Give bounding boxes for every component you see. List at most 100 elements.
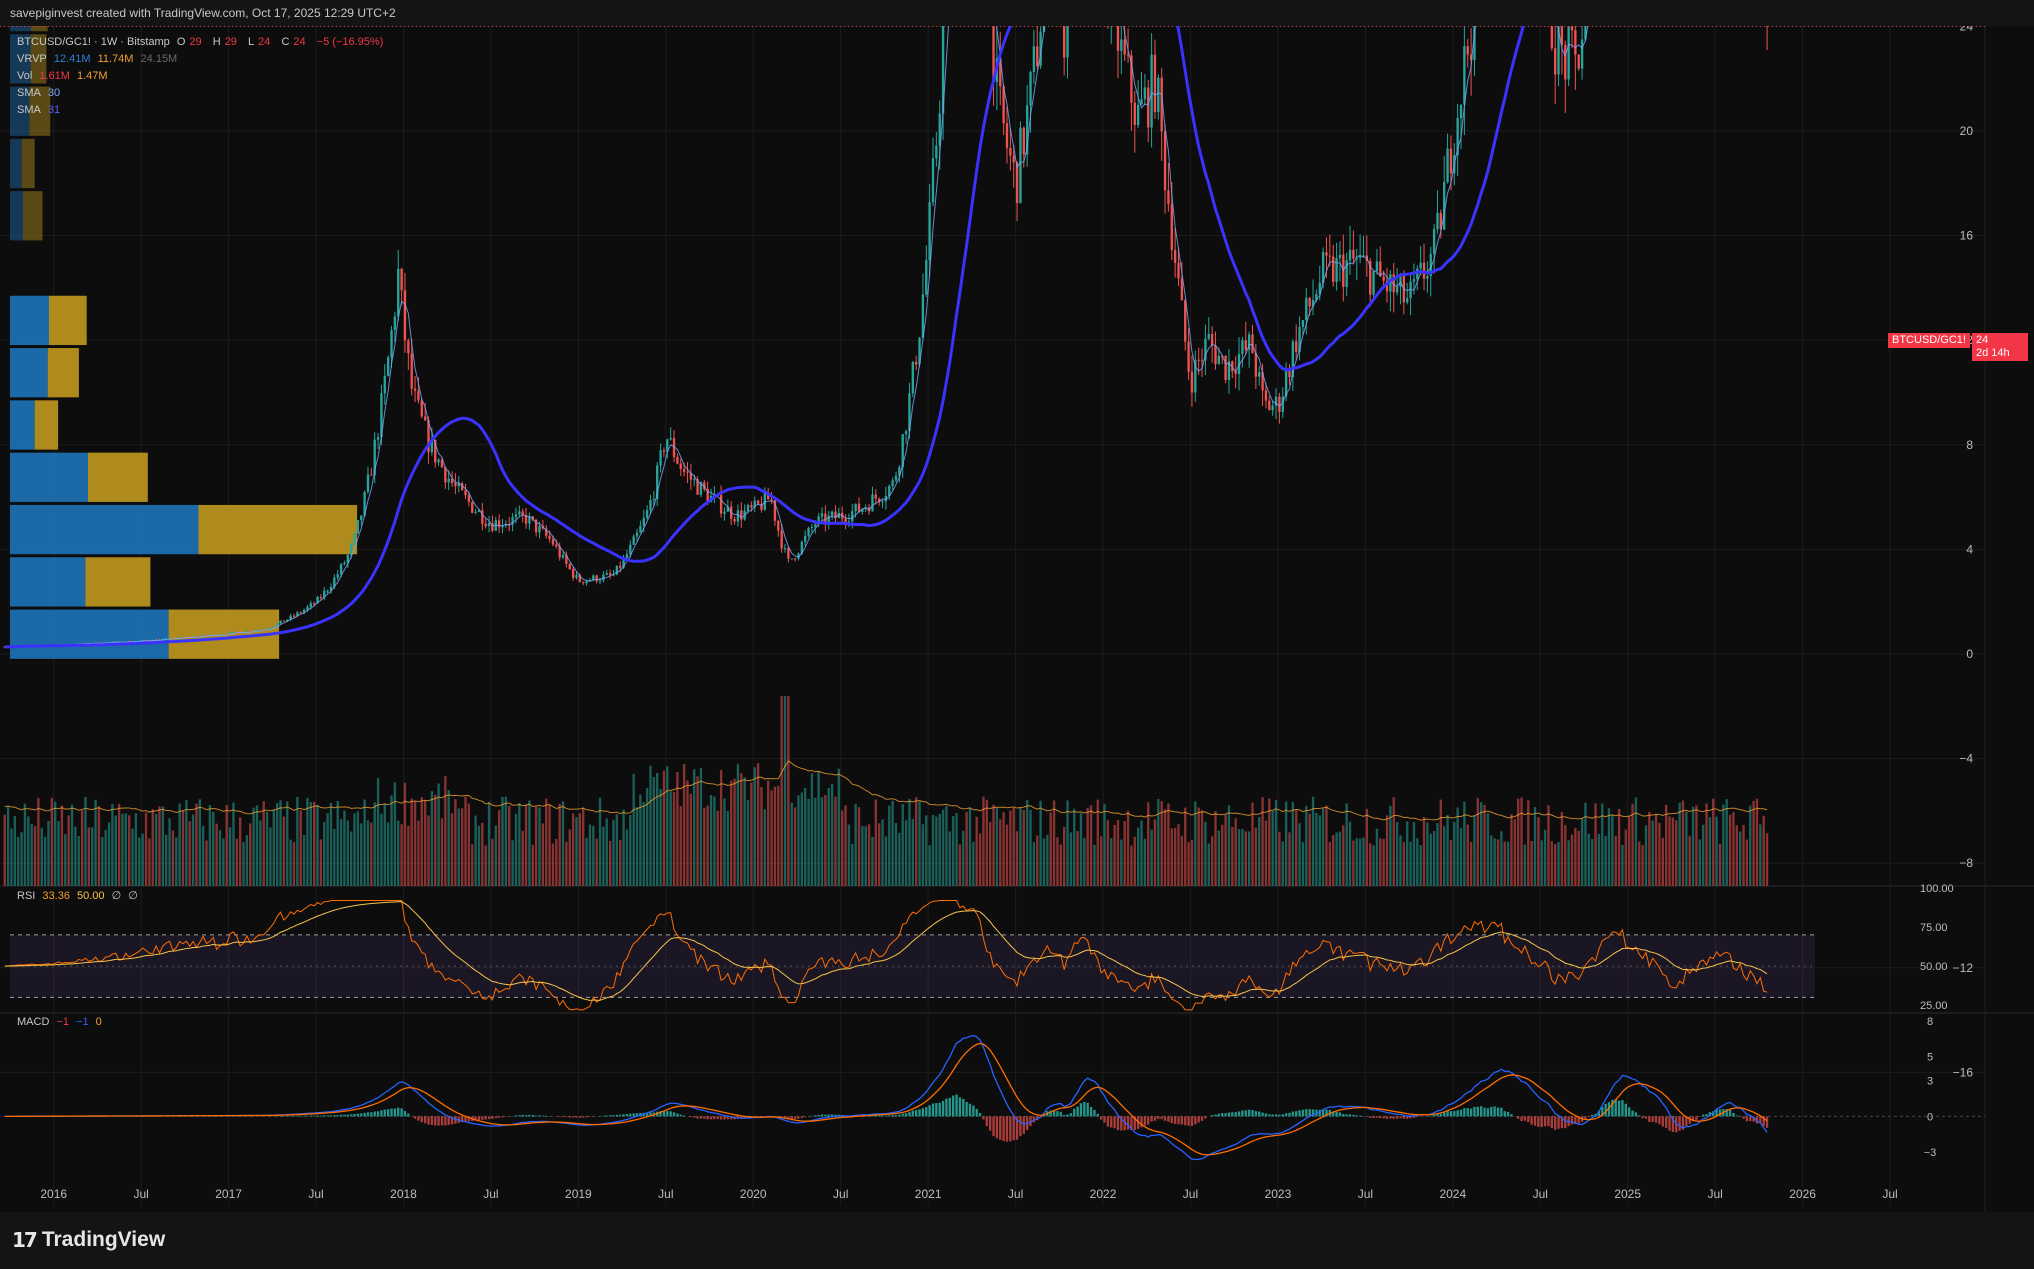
volume-bar: [1476, 798, 1480, 886]
volume-bar: [1059, 844, 1062, 886]
vrvp-up-bar: [10, 295, 49, 346]
candle-body: [373, 439, 376, 476]
volume-bar: [1668, 816, 1671, 886]
candle-body: [777, 520, 780, 531]
volume-bar: [1759, 824, 1762, 886]
top-bar: savepiginvest created with TradingView.c…: [0, 0, 2034, 27]
volume-bar: [723, 798, 726, 886]
symbol-label: BTCUSD/GC1! · 1W · Bitstamp: [17, 36, 170, 48]
volume-bar: [841, 810, 844, 886]
volume-bar: [33, 826, 37, 886]
volume-bar: [1126, 810, 1130, 886]
tradingview-logo[interactable]: 17 TradingView: [12, 1228, 165, 1252]
macd-hist-bar: [397, 1107, 400, 1117]
macd-hist-bar: [1268, 1114, 1271, 1117]
macd-hist-bar: [945, 1098, 948, 1117]
volume-bar: [571, 813, 575, 886]
candle-body: [538, 526, 541, 533]
candle-body: [175, 638, 178, 640]
volume-bar: [101, 837, 104, 886]
volume-bar: [888, 805, 891, 886]
volume-bar: [1046, 834, 1049, 886]
vrvp-up-bar: [10, 609, 169, 659]
candle-body: [561, 554, 565, 558]
macd-hist-bar: [662, 1111, 666, 1117]
macd-hist-bar: [941, 1100, 945, 1117]
vrvp-up-bar: [10, 86, 30, 136]
candle-body: [1036, 46, 1039, 67]
volume-bar: [1607, 808, 1611, 886]
sma2-legend[interactable]: SMA 31: [17, 102, 387, 119]
candle-body: [1150, 54, 1153, 128]
candle-body: [487, 523, 491, 527]
volume-bar: [437, 783, 440, 886]
macd-hist-bar: [1533, 1116, 1537, 1126]
vrvp-up-bar: [10, 504, 199, 555]
close-label: C: [281, 36, 290, 48]
macd-legend[interactable]: MACD −1 −1 0: [17, 1014, 106, 1031]
volume-bar: [316, 804, 319, 886]
symbol-line[interactable]: BTCUSD/GC1! · 1W · Bitstamp O 29 H 29 L 24 …: [17, 34, 387, 51]
macd-hist-bar: [1073, 1108, 1076, 1117]
volume-bar: [1086, 807, 1089, 886]
volume-bar: [235, 838, 238, 886]
macd-hist-bar: [797, 1116, 800, 1119]
volume-bar: [602, 826, 605, 886]
open-label: O: [176, 36, 186, 48]
macd-hist-bar: [820, 1114, 824, 1117]
macd-hist-bar: [1749, 1116, 1752, 1122]
volume-bar: [1015, 831, 1019, 886]
macd-hist-bar: [447, 1116, 450, 1125]
candle-body: [1197, 359, 1200, 361]
volume-bar: [884, 836, 888, 886]
volume-bar: [1056, 837, 1059, 886]
macd-hist-bar: [477, 1116, 481, 1121]
volume-bar: [1291, 801, 1295, 886]
chart-canvas[interactable]: 444036322824201612840−4−8−12−1625.0050.0…: [0, 26, 2034, 1212]
volume-bar: [373, 802, 376, 886]
candle-body: [1281, 396, 1284, 412]
volume-bar: [797, 795, 800, 886]
macd-hist-bar: [1473, 1106, 1476, 1117]
volume-bar: [1369, 843, 1372, 886]
volume-bar: [1728, 814, 1732, 886]
volume-bar: [743, 777, 746, 886]
volume-bar: [1712, 798, 1715, 886]
vol-legend[interactable]: Vol 1.61M 1.47M: [17, 68, 387, 85]
candle-body: [925, 260, 928, 295]
macd-hist-bar: [1718, 1109, 1722, 1117]
vrvp-legend[interactable]: VRVP 12.41M 11.74M 24.15M: [17, 51, 387, 68]
macd-hist-bar: [1106, 1116, 1110, 1127]
volume-bar: [881, 819, 884, 886]
candle-body: [370, 474, 373, 476]
x-tick-label: 2020: [740, 1187, 767, 1201]
vrvp-up-bar: [10, 26, 31, 32]
volume-bar: [175, 837, 178, 886]
macd-hist-bar: [975, 1108, 978, 1117]
macd-hist-bar: [363, 1112, 366, 1117]
volume-bar: [497, 810, 501, 886]
signal-value: −1: [76, 1016, 89, 1028]
volume-bar: [642, 802, 645, 886]
sma1-legend[interactable]: SMA 30: [17, 85, 387, 102]
candle-body: [1268, 400, 1271, 411]
volume-bar: [1574, 827, 1577, 886]
volume-bar: [1510, 814, 1513, 886]
sma-fast-line: [4, 26, 1589, 648]
macd-hist-bar: [1056, 1111, 1059, 1117]
candle-body: [420, 400, 423, 417]
volume-bar: [558, 803, 561, 886]
rsi-legend[interactable]: RSI 33.36 50.00 ∅ ∅: [17, 888, 142, 905]
candle-body: [1224, 355, 1227, 381]
volume-bar: [524, 805, 528, 886]
volume-bar: [1685, 811, 1688, 886]
volume-bar: [299, 810, 302, 886]
volume-bar: [191, 814, 195, 886]
macd-hist-bar: [884, 1115, 888, 1117]
macd-hist-bar: [1409, 1116, 1412, 1119]
vrvp-label: VRVP: [17, 53, 47, 65]
macd-hist-bar: [1715, 1109, 1718, 1117]
macd-tick-label: 8: [1927, 1016, 1933, 1028]
candle-body: [992, 26, 995, 82]
candle-body: [450, 478, 454, 484]
